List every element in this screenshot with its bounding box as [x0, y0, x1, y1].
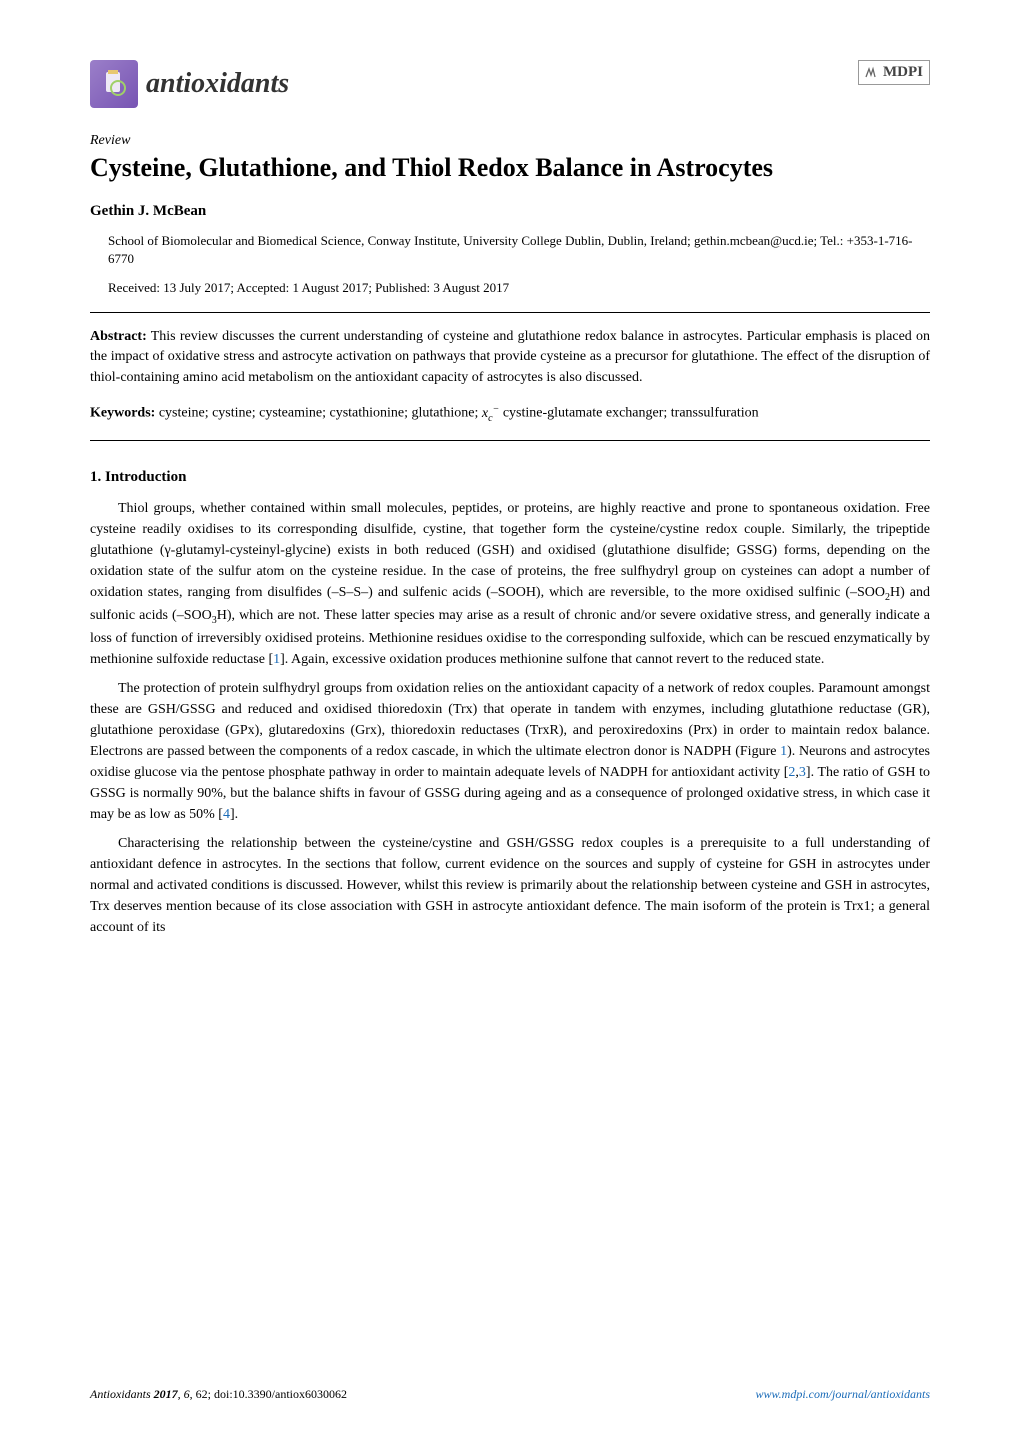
keywords-sub: c: [488, 413, 492, 424]
paragraph-1: Thiol groups, whether contained within s…: [90, 498, 930, 670]
author-name: Gethin J. McBean: [90, 203, 930, 220]
journal-logo-block: antioxidants: [90, 60, 289, 108]
footer-page: , 62; doi:10.3390/antiox6030062: [190, 1387, 347, 1401]
antioxidants-logo-icon: [90, 60, 138, 108]
keywords-label: Keywords:: [90, 406, 155, 421]
p1-text-a: Thiol groups, whether contained within s…: [90, 501, 930, 600]
section-1-heading: 1. Introduction: [90, 469, 930, 486]
mdpi-logo: MDPI: [858, 60, 930, 85]
footer-year: 2017: [151, 1387, 178, 1401]
publisher-name: MDPI: [883, 64, 923, 81]
article-title: Cysteine, Glutathione, and Thiol Redox B…: [90, 151, 930, 185]
article-type: Review: [90, 133, 930, 149]
abstract-text: This review discusses the current unders…: [90, 329, 930, 385]
keywords-text: cysteine; cystine; cysteamine; cystathio…: [155, 406, 482, 421]
abstract-label: Abstract:: [90, 329, 147, 344]
divider-bottom: [90, 440, 930, 441]
journal-name: antioxidants: [146, 68, 289, 100]
header: antioxidants MDPI: [90, 60, 930, 108]
keywords-tail: cystine-glutamate exchanger; transsulfur…: [499, 406, 758, 421]
keywords: Keywords: cysteine; cystine; cysteamine;…: [90, 402, 930, 426]
p2-text-d: ].: [230, 807, 238, 822]
footer-url[interactable]: www.mdpi.com/journal/antioxidants: [756, 1387, 930, 1401]
footer-right: www.mdpi.com/journal/antioxidants: [756, 1387, 930, 1402]
abstract: Abstract: This review discusses the curr…: [90, 327, 930, 388]
paragraph-3: Characterising the relationship between …: [90, 833, 930, 938]
paragraph-2: The protection of protein sulfhydryl gro…: [90, 678, 930, 825]
footer-left: Antioxidants 2017, 6, 62; doi:10.3390/an…: [90, 1387, 347, 1402]
p1-text-d: ]. Again, excessive oxidation produces m…: [280, 652, 824, 667]
footer-journal: Antioxidants: [90, 1387, 151, 1401]
ref-4[interactable]: 4: [223, 807, 230, 822]
ref-3[interactable]: 3: [799, 765, 806, 780]
footer-vol: , 6: [178, 1387, 190, 1401]
article-dates: Received: 13 July 2017; Accepted: 1 Augu…: [90, 280, 930, 296]
footer: Antioxidants 2017, 6, 62; doi:10.3390/an…: [90, 1387, 930, 1402]
divider-top: [90, 312, 930, 313]
author-affiliation: School of Biomolecular and Biomedical Sc…: [90, 232, 930, 268]
